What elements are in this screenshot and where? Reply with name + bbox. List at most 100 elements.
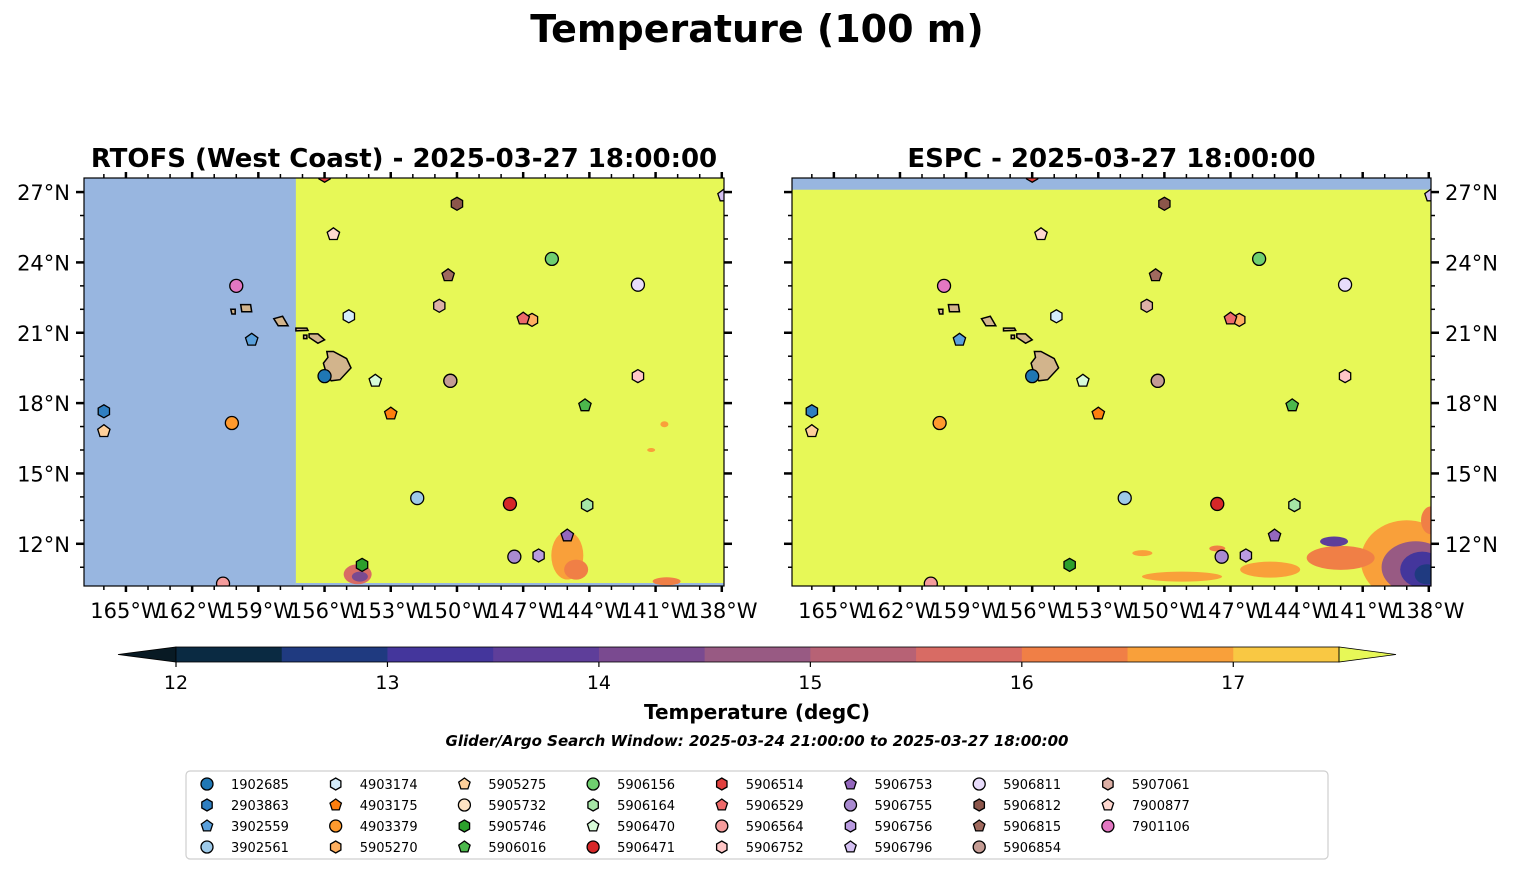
lat-tick-label: 12°N: [1445, 533, 1498, 557]
legend-label: 5906756: [875, 820, 933, 835]
lon-tick-label: 144°W: [1261, 599, 1333, 623]
legend-marker-4903379: [329, 819, 343, 833]
figure-title: Temperature (100 m): [530, 7, 983, 51]
platform-marker-5906514: [318, 178, 331, 183]
platform-marker-3902559: [952, 332, 967, 346]
island-land: [1002, 327, 1017, 332]
lon-tick-label: 162°W: [156, 599, 228, 623]
lon-tick-label: 153°W: [355, 599, 427, 623]
island-land: [1016, 333, 1034, 345]
lat-tick-label: 21°N: [1445, 322, 1498, 346]
island-land: [295, 327, 310, 332]
platform-marker-5906811: [1337, 277, 1353, 292]
legend-label: 4903175: [360, 799, 418, 814]
legend-marker-5906756: [844, 819, 857, 833]
legend-item: 5906815: [972, 819, 1061, 835]
platform-marker-3902559: [244, 332, 259, 346]
temperature-contour: [1414, 564, 1431, 585]
legend-marker-5906854: [972, 840, 986, 854]
platform-marker-5906812: [450, 196, 464, 212]
map-panel-espc: ESPC - 2025-03-27 18:00:00 165°W162°W159°…: [784, 144, 1498, 623]
map-frame: [791, 177, 1432, 587]
legend-marker-4903174: [329, 777, 342, 791]
island-land: [980, 315, 998, 327]
temperature-contour: [660, 421, 669, 428]
legend-label: 5906514: [746, 778, 804, 793]
legend-marker-4903175: [329, 798, 343, 811]
colorbar-step: [387, 647, 494, 662]
lat-tick-label: 21°N: [17, 322, 70, 346]
colorbar: 12 13 14 15 16 17: [117, 646, 1397, 694]
lat-tick-label: 24°N: [1445, 251, 1498, 275]
legend-item: 5907061: [1102, 777, 1190, 793]
lon-tick-label: 165°W: [798, 599, 870, 623]
legend-item: 5905270: [329, 840, 418, 856]
legend-marker-5906796: [844, 840, 857, 853]
platform-marker-5905275: [96, 423, 111, 438]
colorbar-tick-label: 14: [587, 672, 611, 694]
platform-marker-1902685: [1025, 368, 1040, 384]
platform-marker-5906812: [1158, 196, 1171, 212]
platform-marker-5906529: [1223, 311, 1238, 325]
platform-marker-7901106: [229, 278, 244, 294]
temperature-contour: [1142, 571, 1223, 582]
legend-label: 4903174: [360, 778, 418, 793]
platform-marker-5906016: [578, 398, 592, 412]
legend-item: 5906811: [972, 777, 1061, 793]
legend-label: 5907061: [1132, 778, 1190, 793]
lon-tick-label: 138°W: [686, 599, 758, 623]
panel-title: RTOFS (West Coast) - 2025-03-27 18:00:00: [91, 144, 717, 174]
legend-item: 4903175: [329, 798, 418, 814]
legend-label: 5906564: [746, 820, 804, 835]
lat-tick-label: 27°N: [1445, 181, 1498, 205]
temperature-contour: [564, 559, 589, 580]
platform-marker-5906470: [1075, 373, 1090, 387]
platform-marker-4903175: [383, 406, 398, 420]
platform-marker-5906470: [368, 373, 383, 387]
platform-marker-5906854: [1150, 373, 1165, 388]
platform-marker-5906529: [516, 311, 531, 325]
colorbar-tick-label: 15: [798, 672, 822, 694]
legend-label: 4903379: [360, 820, 418, 835]
legend-marker-5906755: [843, 798, 858, 812]
legend-marker-5906529: [715, 798, 729, 811]
lon-tick-label: 144°W: [554, 599, 626, 623]
colorbar-step: [916, 647, 1023, 662]
legend-item: 3902559: [200, 819, 289, 835]
legend-item: 5906164: [587, 798, 675, 814]
legend-marker-5906470: [586, 819, 600, 832]
island-land: [272, 315, 290, 327]
legend-label: 5906752: [746, 841, 804, 856]
platform-marker-5907061: [433, 298, 446, 314]
legend-item: 5906471: [586, 840, 675, 856]
platform-marker-5906016: [1285, 398, 1300, 412]
colorbar-over-arrow: [1338, 646, 1397, 663]
colorbar-step: [281, 647, 388, 662]
island-land: [1010, 334, 1016, 340]
platform-marker-4903379: [224, 415, 240, 431]
legend-marker-5906514: [715, 777, 728, 791]
legend-marker-5906164: [587, 798, 599, 812]
legend-item: 3902561: [200, 840, 289, 856]
no-data-region: [792, 178, 1431, 190]
island-land: [239, 303, 253, 313]
panel-title: ESPC - 2025-03-27 18:00:00: [907, 144, 1315, 174]
legend-label: 5906815: [1003, 820, 1061, 835]
island-land: [302, 334, 308, 340]
lon-tick-label: 153°W: [1063, 599, 1135, 623]
legend-label: 5905275: [488, 778, 546, 793]
legend-marker-5905746: [458, 819, 471, 833]
legend-label: 1902685: [231, 778, 289, 793]
no-data-strip: [295, 583, 724, 586]
legend-item: 5906016: [457, 840, 546, 856]
legend-label: 7900877: [1132, 799, 1190, 814]
temperature-contour: [647, 448, 656, 452]
legend-label: 2903863: [231, 799, 289, 814]
platform-marker-2903863: [97, 404, 111, 419]
legend-item: 5905275: [457, 777, 546, 793]
colorbar-frame: [175, 646, 1340, 663]
platform-marker-7900877: [1034, 226, 1048, 241]
platform-marker-5906796: [1424, 188, 1431, 202]
island-land: [947, 303, 961, 313]
